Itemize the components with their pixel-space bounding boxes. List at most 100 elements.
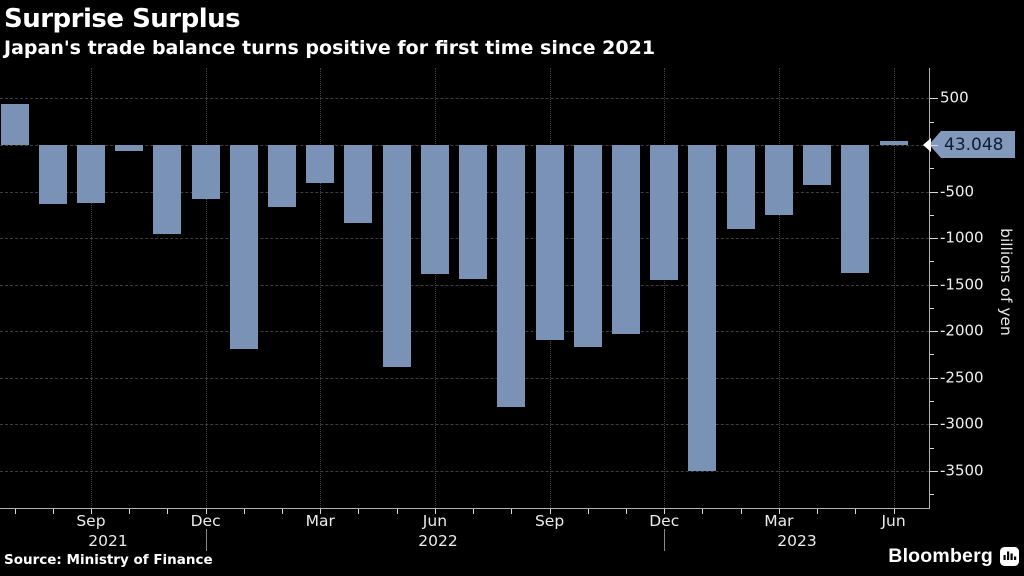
last-value-label: 43.048 bbox=[944, 134, 1004, 155]
last-value-badge: 43.048 bbox=[929, 131, 1015, 158]
gridline-horizontal bbox=[0, 331, 929, 333]
y-axis-line bbox=[929, 68, 930, 508]
x-axis-tick bbox=[511, 509, 513, 514]
gridline-vertical bbox=[90, 68, 92, 508]
x-axis-tick bbox=[893, 509, 895, 514]
year-divider bbox=[205, 529, 207, 551]
bar bbox=[38, 145, 67, 205]
chart-bars-icon bbox=[1000, 547, 1019, 566]
y-axis-minor-tick bbox=[930, 447, 934, 449]
x-axis-year-label: 2021 bbox=[88, 532, 128, 550]
gridline-horizontal bbox=[0, 284, 929, 286]
page-subtitle: Japan's trade balance turns positive for… bbox=[4, 37, 656, 59]
bar bbox=[726, 145, 755, 229]
bar bbox=[115, 145, 144, 152]
x-axis-tick bbox=[205, 509, 207, 514]
y-axis-tick bbox=[930, 424, 938, 426]
y-axis-tick bbox=[930, 98, 938, 100]
gridline-vertical bbox=[205, 68, 207, 508]
y-axis-minor-tick bbox=[930, 121, 934, 123]
x-axis-tick bbox=[778, 509, 780, 514]
gridline-vertical bbox=[434, 68, 436, 508]
x-axis-tick bbox=[549, 509, 551, 514]
bar bbox=[803, 145, 832, 186]
bar bbox=[764, 145, 793, 216]
x-axis-month-label: Sep bbox=[76, 512, 106, 530]
gridline-horizontal bbox=[0, 470, 929, 472]
x-axis-tick bbox=[14, 509, 16, 514]
y-axis-tick bbox=[930, 145, 938, 146]
y-axis-minor-tick bbox=[930, 168, 934, 170]
bar bbox=[306, 145, 335, 184]
x-axis-tick bbox=[358, 509, 360, 514]
x-axis-line bbox=[0, 508, 930, 509]
gridline-vertical bbox=[893, 68, 895, 508]
bar bbox=[191, 145, 220, 200]
bloomberg-logo: Bloomberg bbox=[888, 545, 1019, 568]
x-axis-month-label: Sep bbox=[534, 512, 565, 530]
x-axis-tick bbox=[473, 509, 475, 514]
gridline-horizontal bbox=[0, 424, 929, 426]
bar bbox=[573, 145, 602, 347]
gridline-horizontal bbox=[0, 98, 929, 100]
y-axis-label: -3500 bbox=[940, 461, 984, 480]
y-axis-minor-tick bbox=[930, 401, 934, 403]
bar bbox=[841, 145, 870, 273]
x-axis-tick bbox=[129, 509, 131, 514]
page-title: Surprise Surplus bbox=[4, 4, 241, 34]
x-axis-tick bbox=[434, 509, 436, 514]
x-axis-month-label: Mar bbox=[305, 512, 335, 530]
x-axis-tick bbox=[282, 509, 284, 514]
y-axis-label: -2500 bbox=[940, 368, 984, 387]
y-axis-label: 500 bbox=[940, 89, 969, 108]
bar bbox=[229, 145, 258, 349]
x-axis-month-label: Dec bbox=[190, 512, 221, 530]
x-axis-tick bbox=[855, 509, 857, 514]
bar bbox=[0, 103, 29, 145]
bar bbox=[650, 145, 679, 280]
x-axis-year-label: 2022 bbox=[418, 532, 458, 550]
x-axis-tick bbox=[90, 509, 92, 514]
bar bbox=[420, 145, 449, 274]
x-axis-tick bbox=[320, 509, 322, 514]
y-axis-tick bbox=[930, 470, 938, 472]
x-axis-tick bbox=[626, 509, 628, 514]
bar bbox=[382, 145, 411, 367]
bar bbox=[76, 145, 105, 203]
x-axis-tick bbox=[740, 509, 742, 514]
x-axis-tick bbox=[664, 509, 666, 514]
y-axis-tick bbox=[930, 284, 938, 286]
y-axis-tick bbox=[930, 331, 938, 333]
x-axis-month-label: Jun bbox=[881, 512, 906, 530]
x-axis-year-label: 2023 bbox=[777, 532, 817, 550]
bar bbox=[459, 145, 488, 279]
bar bbox=[344, 145, 373, 224]
gridline-vertical bbox=[664, 68, 666, 508]
y-axis-minor-tick bbox=[930, 214, 934, 216]
y-axis-minor-tick bbox=[930, 354, 934, 356]
y-axis-tick bbox=[930, 377, 938, 379]
x-axis-tick bbox=[167, 509, 169, 514]
y-axis-label: -1500 bbox=[940, 275, 984, 294]
bar bbox=[612, 145, 641, 334]
y-axis-minor-tick bbox=[930, 307, 934, 309]
bloomberg-wordmark: Bloomberg bbox=[888, 545, 993, 567]
gridline-vertical bbox=[320, 68, 322, 508]
y-axis-label: -500 bbox=[940, 182, 975, 201]
gridline-horizontal bbox=[0, 377, 929, 379]
source-note: Source: Ministry of Finance bbox=[4, 552, 213, 568]
x-axis-month-label: Mar bbox=[764, 512, 794, 530]
x-axis-tick bbox=[702, 509, 704, 514]
x-axis-month-label: Dec bbox=[649, 512, 680, 530]
bar bbox=[688, 145, 717, 471]
y-axis-label: -2000 bbox=[940, 321, 984, 340]
bar bbox=[268, 145, 297, 208]
y-axis-tick bbox=[930, 191, 938, 193]
x-axis-tick bbox=[52, 509, 54, 514]
bar bbox=[153, 145, 182, 234]
bar bbox=[879, 140, 908, 145]
bar bbox=[497, 145, 526, 408]
y-axis-minor-tick bbox=[930, 494, 934, 496]
y-axis-title: billions of yen bbox=[997, 228, 1015, 336]
